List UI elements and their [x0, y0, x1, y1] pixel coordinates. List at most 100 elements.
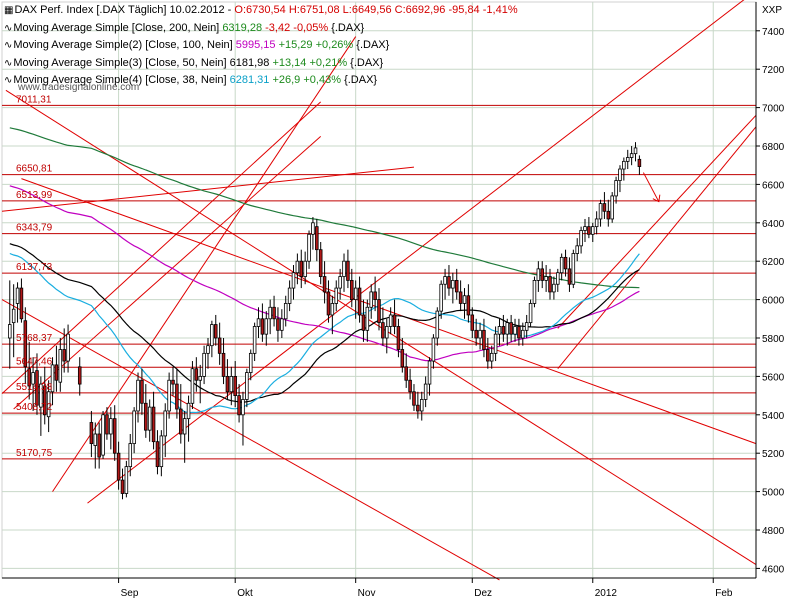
- candle-body: [622, 160, 626, 170]
- y-tick-label: 7400: [762, 27, 785, 38]
- candle: [528, 299, 533, 327]
- candle-body: [439, 283, 443, 312]
- candle-body: [540, 268, 544, 281]
- candle-body: [334, 287, 339, 304]
- candle: [124, 460, 129, 498]
- y-axis-label: XXP: [762, 5, 782, 16]
- candle-body: [447, 276, 451, 289]
- candle: [194, 357, 199, 392]
- candle-body: [591, 226, 595, 235]
- y-tick-label: 5600: [762, 372, 785, 383]
- x-tick-label: Okt: [237, 588, 253, 599]
- candle-body: [264, 318, 269, 335]
- candle-body: [583, 226, 587, 231]
- y-tick-label: 5800: [762, 334, 785, 345]
- candle-body: [295, 260, 300, 274]
- candle: [532, 276, 537, 308]
- candle-body: [470, 314, 475, 331]
- projection-arrow: [642, 172, 660, 202]
- candle: [11, 284, 16, 358]
- candle-body: [556, 272, 560, 285]
- candle: [167, 372, 171, 419]
- instrument-name: DAX Perf. Index [.DAX Täglich]: [14, 4, 167, 16]
- candle: [439, 280, 443, 319]
- indicator-change: +26,9: [272, 74, 301, 86]
- candle: [610, 192, 614, 223]
- candle-body: [451, 279, 455, 289]
- candle-body: [120, 479, 125, 494]
- indicator-icon: ∿: [4, 40, 13, 51]
- candle: [454, 268, 459, 300]
- candle: [388, 307, 393, 335]
- candle: [299, 249, 304, 289]
- candle: [210, 320, 214, 358]
- y-tick-label: 4600: [762, 564, 785, 575]
- candle: [423, 376, 428, 408]
- candle-body: [369, 291, 373, 308]
- candle: [31, 357, 35, 411]
- indicator-label: Moving Average Simple(4) [Close, 38, Nei…: [13, 74, 227, 86]
- candle: [116, 441, 121, 490]
- candle: [521, 322, 525, 346]
- candle: [77, 357, 82, 396]
- candle-body: [31, 372, 35, 385]
- candle-body: [210, 324, 214, 347]
- candle-body: [388, 314, 393, 327]
- candle-body: [291, 272, 296, 289]
- y-tick-label: 7000: [762, 104, 785, 115]
- candle-body: [307, 233, 311, 262]
- y-tick-label: 5000: [762, 488, 785, 499]
- candle-body: [136, 379, 140, 412]
- candle-body: [614, 180, 618, 197]
- indicator-icon: ∿: [4, 22, 13, 34]
- candle: [120, 468, 125, 500]
- candle-body: [637, 158, 642, 167]
- candle: [346, 249, 350, 289]
- candle-body: [633, 147, 638, 155]
- candle-body: [276, 318, 280, 331]
- candle-body: [237, 395, 241, 416]
- y-tick-label: 4800: [762, 526, 785, 537]
- candle-body: [493, 333, 498, 354]
- candle: [27, 341, 31, 400]
- candle-body: [268, 306, 272, 320]
- candle: [179, 384, 183, 444]
- candle: [214, 314, 218, 346]
- level-label: 5408,72: [16, 402, 53, 413]
- candle-body: [594, 218, 599, 228]
- candle-body: [501, 326, 506, 335]
- candle-body: [412, 391, 416, 406]
- candle: [419, 391, 424, 421]
- candle-body: [478, 329, 482, 339]
- candle-body: [112, 418, 117, 454]
- candle: [385, 318, 389, 354]
- legend-ma100: ∿Moving Average Simple(2) [Close, 100, N…: [4, 37, 518, 55]
- indicator-change-pct: +0,43%: [303, 74, 341, 86]
- candle-body: [427, 360, 432, 385]
- candle: [396, 318, 401, 358]
- trend-line: [557, 114, 757, 329]
- high-value: H:6751,08: [288, 4, 340, 16]
- candle: [221, 338, 226, 385]
- candle: [147, 399, 152, 442]
- candle: [548, 268, 552, 300]
- candle-body: [252, 326, 257, 354]
- x-tick-label: Sep: [121, 588, 139, 599]
- candle: [489, 345, 494, 369]
- candle: [392, 299, 397, 335]
- candle-body: [618, 168, 622, 181]
- candle: [225, 359, 230, 400]
- candle-body: [513, 326, 517, 335]
- indicator-icon: ∿: [4, 75, 13, 86]
- candle: [563, 249, 568, 277]
- candle-body: [563, 256, 568, 270]
- candle: [190, 361, 195, 410]
- candle-body: [400, 349, 405, 368]
- candle: [280, 309, 284, 338]
- candle: [505, 318, 510, 346]
- x-tick-label: Dez: [474, 588, 492, 599]
- candle-body: [505, 322, 510, 335]
- candle-body: [524, 322, 529, 331]
